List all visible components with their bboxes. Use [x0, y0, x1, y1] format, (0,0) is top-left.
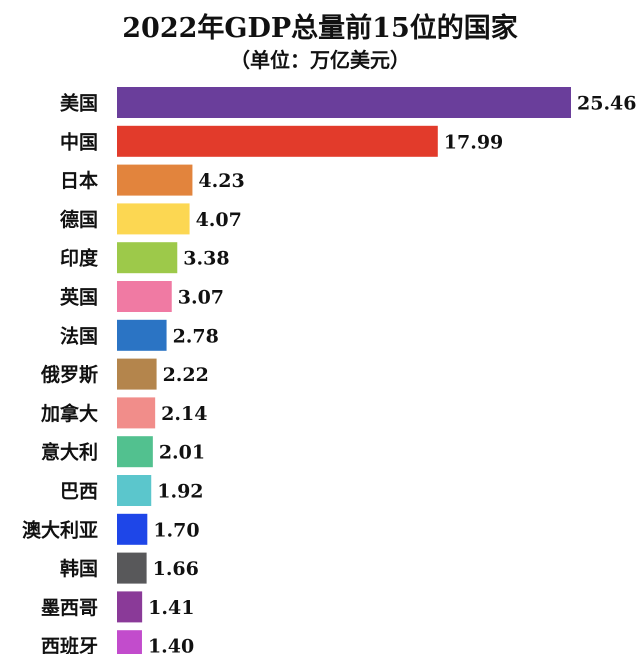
category-label: 西班牙: [41, 635, 98, 654]
category-label: 澳大利亚: [22, 518, 98, 541]
value-label: 2.01: [159, 442, 205, 464]
category-label: 墨西哥: [41, 597, 98, 619]
value-label: 2.22: [163, 364, 209, 386]
bar: [117, 475, 152, 506]
category-label: 英国: [60, 286, 98, 309]
value-label: 25.46: [577, 93, 637, 115]
bar: [117, 242, 178, 274]
bar: [117, 397, 156, 429]
value-label: 2.78: [173, 325, 219, 347]
bar: [117, 513, 148, 545]
bar: [117, 87, 571, 118]
bar: [117, 358, 157, 390]
value-label: 2.14: [161, 403, 207, 425]
value-label: 3.07: [178, 287, 224, 309]
chart-subtitle: （单位：万亿美元）: [230, 48, 410, 72]
category-label: 中国: [60, 130, 98, 153]
bar: [117, 319, 167, 351]
value-label: 1.41: [148, 597, 194, 619]
category-label: 法国: [60, 324, 98, 347]
category-label: 印度: [60, 247, 99, 270]
bar: [117, 591, 143, 623]
value-label: 1.40: [148, 636, 194, 654]
bar: [117, 203, 190, 235]
value-label: 4.23: [198, 170, 244, 192]
bar: [117, 125, 438, 157]
bar: [117, 552, 147, 584]
value-label: 4.07: [196, 209, 242, 231]
value-label: 17.99: [444, 131, 504, 153]
value-label: 3.38: [183, 248, 229, 270]
category-label: 日本: [60, 169, 98, 192]
value-label: 1.70: [153, 519, 199, 541]
category-label: 俄罗斯: [40, 363, 98, 386]
category-label: 韩国: [60, 557, 98, 580]
bar: [117, 630, 142, 654]
category-label: 美国: [60, 92, 98, 115]
bar: [117, 281, 172, 312]
value-label: 1.92: [157, 481, 203, 503]
category-label: 巴西: [60, 481, 98, 503]
category-label: 德国: [60, 208, 98, 231]
category-label: 加拿大: [40, 402, 98, 425]
value-label: 1.66: [153, 558, 199, 580]
chart-title: 2022年GDP总量前15位的国家: [122, 13, 518, 44]
bar: [117, 164, 193, 196]
category-label: 意大利: [41, 441, 98, 464]
bar: [117, 436, 153, 468]
